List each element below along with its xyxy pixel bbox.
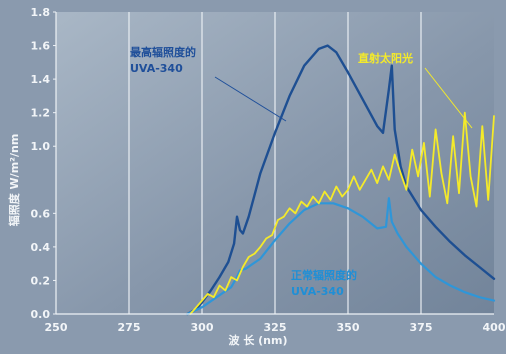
x-tick-375: 375: [410, 321, 433, 334]
y-tick-1.0: 1.0: [31, 140, 51, 153]
x-tick-400: 400: [483, 321, 506, 334]
annotation-max-line1: 最高辐照度的: [130, 45, 196, 59]
x-tick-300: 300: [191, 321, 214, 334]
x-axis-label: 波 长 (nm): [228, 333, 287, 347]
annotation-normal-uva340: 正常辐照度的 UVA-340: [291, 268, 361, 298]
y-axis-label: 辐照度 W/m²/nm: [7, 134, 21, 227]
series-line-max-uva340: [186, 44, 496, 316]
annotation-max-uva340: 最高辐照度的 UVA-340: [130, 45, 200, 75]
y-tick-0.4: 0.4: [31, 241, 51, 254]
annotation-max-line2: UVA-340: [130, 62, 183, 75]
annotation-normal-line1: 正常辐照度的: [291, 268, 357, 282]
annotation-max-pointer: [214, 76, 287, 122]
x-tick-250: 250: [45, 321, 68, 334]
annotation-normal-line2: UVA-340: [291, 285, 344, 298]
y-tick-1.2: 1.2: [31, 107, 51, 120]
series-group: [186, 44, 496, 316]
annotation-sunlight-line1: 直射太阳光: [358, 51, 413, 65]
y-tick-0.0: 0.0: [31, 308, 51, 321]
y-tick-1.8: 1.8: [31, 6, 51, 19]
series-line-sunlight: [189, 111, 495, 315]
y-tick-1.4: 1.4: [31, 73, 51, 86]
x-tick-350: 350: [337, 321, 360, 334]
annotation-sunlight: 直射太阳光: [358, 51, 413, 65]
grid: [128, 12, 422, 314]
x-tick-275: 275: [118, 321, 141, 334]
y-tick-1.6: 1.6: [31, 40, 51, 53]
y-tick-0.2: 0.2: [31, 274, 51, 287]
y-tick-0.6: 0.6: [31, 207, 51, 220]
series-line-normal-uva340: [186, 197, 496, 316]
annotation-sunlight-pointer: [424, 67, 473, 129]
axes: 250 275 300 325 350 375 400 0.0 0.2 0.4 0.6 1.0 1.2 1…: [31, 6, 506, 334]
x-tick-325: 325: [264, 321, 287, 334]
